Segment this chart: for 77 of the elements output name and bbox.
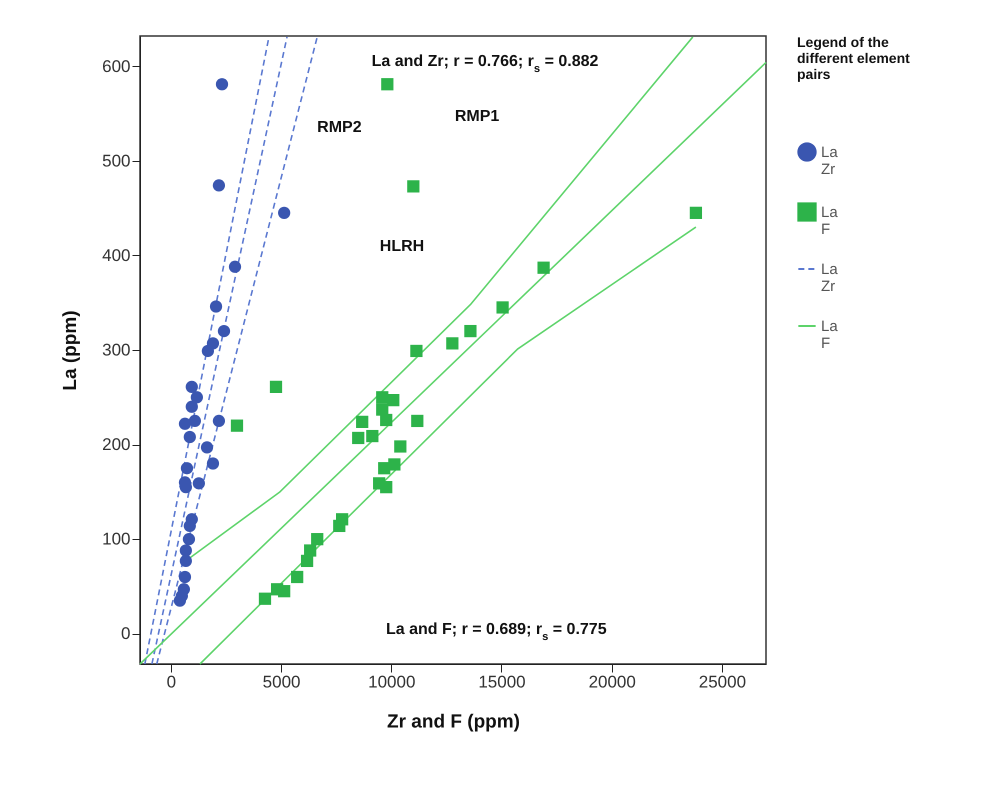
x-axis-title: Zr and F (ppm) — [387, 712, 520, 732]
point — [446, 337, 458, 350]
point — [464, 324, 477, 338]
point — [192, 477, 205, 490]
point — [537, 262, 550, 274]
point — [212, 414, 226, 428]
legend-title: Legend of the different element pairs — [797, 34, 910, 82]
point — [210, 300, 222, 313]
point — [387, 394, 400, 406]
y-tick-label: 300 — [102, 340, 130, 360]
point — [380, 414, 392, 426]
point — [178, 418, 192, 430]
point — [212, 179, 226, 192]
point — [352, 432, 364, 444]
point — [180, 554, 192, 568]
point — [188, 414, 202, 428]
point — [258, 592, 272, 605]
point — [411, 414, 424, 428]
y-tick-label: 0 — [121, 624, 130, 644]
point — [270, 380, 282, 394]
annotation: La and Zr; r = 0.766; r$_{s}$ = 0.882 — [372, 53, 599, 76]
point — [270, 583, 284, 596]
point — [206, 457, 220, 470]
point — [380, 481, 392, 494]
point — [180, 462, 194, 474]
y-tick-label: 200 — [102, 435, 130, 454]
annotation: La and F; r = 0.689; r$_{s}$ = 0.775 — [386, 620, 607, 643]
point — [690, 206, 702, 219]
point — [228, 260, 242, 273]
point — [184, 520, 196, 532]
x-tick-label: 5000 — [262, 672, 300, 692]
point — [178, 570, 192, 584]
legend-label: La Zr — [821, 144, 838, 178]
x-tick-label: 0 — [166, 672, 176, 692]
annotation: RMP2 — [317, 119, 362, 136]
point — [186, 400, 198, 413]
point — [300, 554, 314, 568]
point — [230, 420, 244, 432]
legend-label: La Zr — [821, 261, 838, 295]
point — [333, 520, 346, 532]
point — [304, 544, 316, 557]
point — [376, 403, 388, 416]
point — [410, 344, 423, 358]
point — [180, 544, 192, 557]
x-tick-label: 15000 — [478, 672, 526, 692]
y-tick-label: 100 — [102, 530, 130, 549]
point — [174, 594, 186, 607]
point — [381, 78, 394, 90]
point — [218, 324, 230, 338]
point — [394, 440, 406, 453]
point — [311, 533, 324, 546]
x-tick-label: 10000 — [368, 672, 416, 692]
point — [202, 344, 214, 358]
y-tick-label: 400 — [102, 246, 130, 265]
x-tick-label: 25000 — [698, 672, 746, 692]
annotation: RMP1 — [454, 108, 500, 125]
point — [356, 416, 368, 428]
point — [378, 462, 390, 474]
x-tick-label: 20000 — [588, 672, 636, 692]
y-tick-label: 600 — [102, 56, 130, 76]
annotation: HLRH — [380, 238, 424, 255]
point — [182, 533, 196, 546]
point — [291, 570, 304, 584]
point — [407, 180, 420, 193]
point — [200, 441, 214, 454]
point — [496, 301, 509, 314]
point — [190, 391, 203, 404]
point — [376, 391, 388, 404]
point — [216, 78, 228, 90]
legend-label: La F — [821, 318, 838, 352]
point — [184, 430, 196, 444]
point — [186, 380, 198, 393]
point — [366, 430, 378, 442]
y-tick-label: 500 — [102, 151, 130, 170]
point — [278, 206, 290, 219]
legend-label: La F — [821, 204, 838, 238]
y-axis-title: La (ppm) — [60, 310, 82, 391]
